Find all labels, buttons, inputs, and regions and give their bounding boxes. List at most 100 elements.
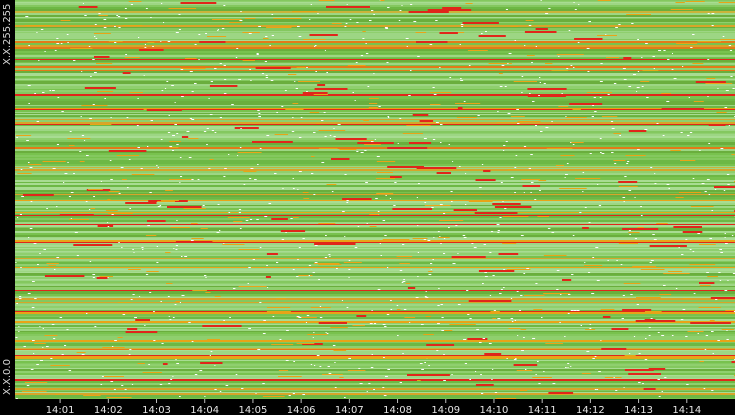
heatmap-row	[15, 395, 735, 397]
heatmap-cell	[645, 338, 647, 339]
heatmap-cell	[687, 135, 690, 136]
heatmap-row	[15, 118, 735, 119]
heatmap-cell	[219, 391, 222, 392]
heatmap-cell	[692, 63, 704, 64]
heatmap-cell	[313, 263, 340, 264]
heatmap-cell	[68, 196, 71, 197]
heatmap-cell	[52, 90, 55, 91]
heatmap-row	[15, 303, 735, 304]
heatmap-cell	[316, 123, 321, 124]
heatmap-row	[15, 378, 735, 379]
heatmap-cell	[507, 63, 509, 64]
heatmap-cell	[498, 73, 503, 74]
heatmap-cell	[302, 192, 309, 193]
heatmap-cell	[624, 369, 654, 371]
heatmap-row	[15, 281, 735, 283]
heatmap-cell	[499, 293, 502, 294]
heatmap-cell	[237, 155, 239, 156]
heatmap-cell	[61, 354, 64, 355]
heatmap-cell	[520, 295, 523, 296]
heatmap-cell	[432, 259, 434, 260]
heatmap-cell	[156, 246, 158, 247]
heatmap-cell	[510, 177, 514, 178]
heatmap-cell	[30, 201, 33, 202]
heatmap-cell	[707, 13, 710, 14]
heatmap-cell	[623, 57, 632, 59]
heatmap-cell	[33, 243, 37, 244]
heatmap-cell	[169, 147, 179, 148]
heatmap-cell	[387, 147, 428, 149]
heatmap-cell	[376, 172, 393, 173]
heatmap-cell	[661, 335, 665, 336]
heatmap-cell	[296, 276, 299, 277]
heatmap-cell	[543, 293, 570, 294]
heatmap-cell	[537, 361, 539, 362]
heatmap-cell	[198, 59, 200, 60]
heatmap-cell	[618, 243, 638, 244]
heatmap-cell	[503, 269, 505, 270]
heatmap-cell	[256, 54, 259, 55]
heatmap-row	[15, 237, 735, 238]
heatmap-cell	[571, 274, 574, 275]
heatmap-cell	[637, 227, 644, 228]
heatmap-row	[15, 314, 735, 316]
heatmap-cell	[343, 262, 362, 263]
heatmap-cell	[480, 374, 482, 375]
heatmap-cell	[435, 20, 438, 21]
heatmap-row	[15, 340, 735, 342]
heatmap-cell	[405, 38, 409, 39]
heatmap-cell	[570, 142, 584, 143]
heatmap-cell	[599, 97, 602, 98]
heatmap-cell	[514, 167, 517, 168]
heatmap-row	[15, 277, 735, 279]
heatmap-cell	[205, 292, 211, 293]
heatmap-cell	[124, 8, 127, 9]
heatmap-cell	[530, 192, 532, 193]
heatmap-cell	[134, 317, 137, 318]
heatmap-cell	[471, 243, 474, 244]
heatmap-cell	[348, 269, 351, 270]
heatmap-cell	[318, 279, 320, 280]
heatmap-cell	[312, 272, 315, 273]
heatmap-cell	[622, 295, 625, 296]
heatmap-cell	[403, 309, 407, 310]
heatmap-cell	[662, 135, 665, 136]
heatmap-cell	[570, 142, 572, 143]
heatmap-cell	[181, 295, 185, 296]
heatmap-cell	[269, 45, 271, 46]
heatmap-cell	[319, 366, 322, 367]
heatmap-row	[15, 198, 735, 199]
heatmap-cell	[685, 239, 688, 240]
heatmap-cell	[63, 356, 81, 357]
heatmap-cell	[519, 310, 521, 311]
heatmap-cell	[60, 20, 71, 21]
heatmap-cell	[396, 309, 401, 310]
heatmap-cell	[719, 356, 729, 357]
heatmap-cell	[209, 159, 214, 160]
heatmap-cell	[92, 59, 95, 60]
heatmap-cell	[70, 48, 93, 49]
heatmap-row	[15, 175, 735, 177]
heatmap-cell	[165, 190, 173, 191]
heatmap-cell	[143, 75, 145, 76]
heatmap-cell	[521, 350, 524, 351]
heatmap-cell	[239, 20, 243, 21]
heatmap-cell	[532, 338, 536, 339]
heatmap-cell	[731, 154, 735, 155]
heatmap-cell	[211, 130, 214, 131]
heatmap-row	[15, 167, 735, 168]
heatmap-cell	[640, 269, 665, 270]
heatmap-cell	[382, 239, 410, 240]
heatmap-row	[15, 258, 735, 259]
heatmap-cell	[318, 223, 336, 224]
heatmap-cell	[654, 173, 656, 174]
heatmap-cell	[587, 71, 590, 72]
heatmap-cell	[552, 383, 556, 384]
heatmap-cell	[699, 282, 715, 284]
heatmap-cell	[622, 309, 652, 311]
heatmap-cell	[276, 262, 279, 263]
heatmap-cell	[427, 240, 431, 241]
heatmap-cell	[432, 139, 436, 140]
heatmap-cell	[452, 161, 454, 162]
heatmap-row	[15, 94, 735, 96]
